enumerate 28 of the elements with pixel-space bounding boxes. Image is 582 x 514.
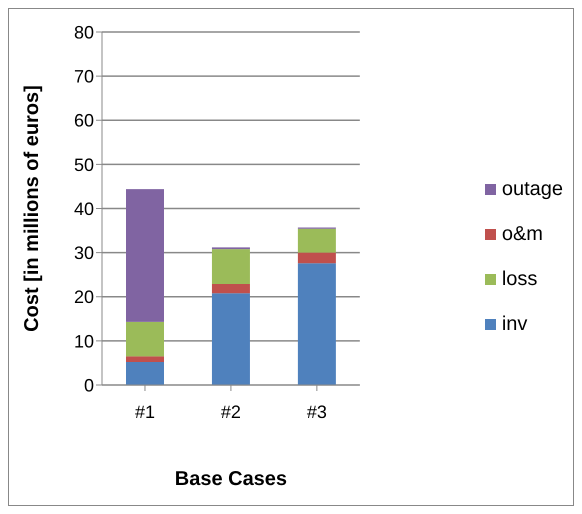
- bar: [212, 293, 250, 385]
- y-tick-label: 50: [74, 154, 94, 175]
- y-tick-label: 10: [74, 331, 94, 352]
- bar: [126, 322, 164, 356]
- bar: [126, 189, 164, 322]
- legend-label: loss: [502, 268, 538, 291]
- bar: [212, 249, 250, 284]
- legend-label: inv: [502, 313, 528, 336]
- y-axis-title: Cost [in millions of euros]: [21, 85, 44, 332]
- x-tick-label: #2: [220, 402, 241, 422]
- x-tick-label: #3: [306, 402, 327, 422]
- bar: [298, 228, 336, 253]
- y-tick-label: 60: [74, 110, 94, 131]
- y-tick-label: 20: [74, 287, 94, 308]
- y-tick-label: 0: [84, 375, 94, 396]
- bar: [212, 284, 250, 294]
- y-tick-label: 40: [74, 198, 94, 219]
- bar: [298, 252, 336, 264]
- y-tick-label: 70: [74, 66, 94, 87]
- y-tick-label: 30: [74, 243, 94, 264]
- bar: [126, 356, 164, 362]
- y-tick-label: 80: [74, 22, 94, 42]
- bar: [126, 362, 164, 385]
- legend-label: outage: [502, 178, 563, 201]
- x-tick-label: #1: [134, 402, 155, 422]
- bar: [298, 263, 336, 385]
- legend-label: o&m: [502, 223, 543, 246]
- x-axis-title: Base Cases: [174, 468, 288, 490]
